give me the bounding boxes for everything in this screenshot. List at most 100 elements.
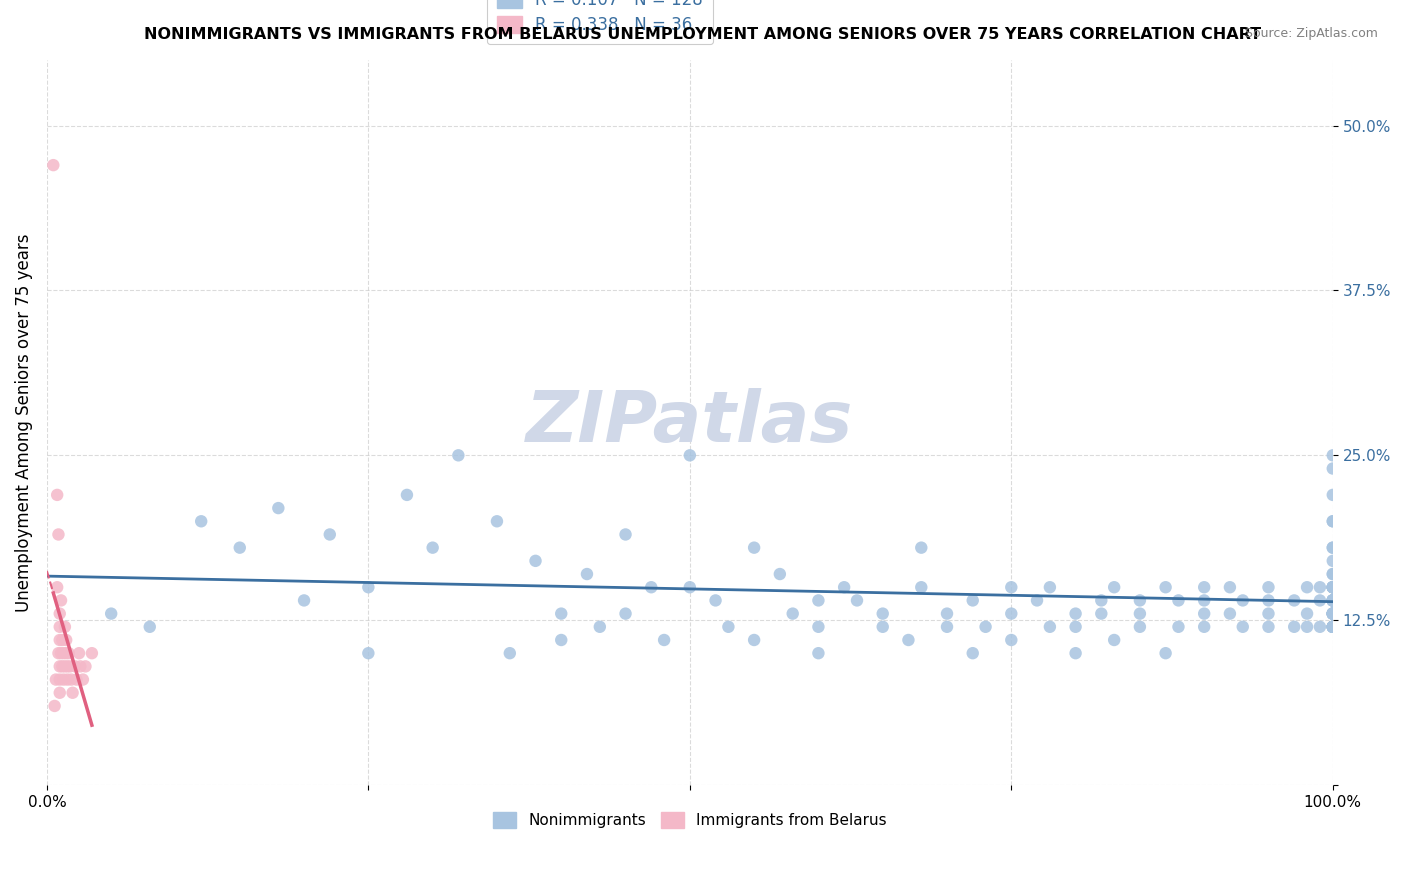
Text: ZIPatlas: ZIPatlas <box>526 388 853 457</box>
Point <box>1322 607 1344 621</box>
Point <box>1192 580 1215 594</box>
Point <box>1322 620 1344 634</box>
Point <box>422 541 444 555</box>
Point <box>1322 580 1344 594</box>
Point <box>1296 607 1319 621</box>
Point <box>1129 620 1152 634</box>
Point <box>1322 580 1344 594</box>
Point <box>49 593 72 607</box>
Point <box>652 632 675 647</box>
Point <box>1257 593 1279 607</box>
Point <box>1322 593 1344 607</box>
Point <box>1322 620 1344 634</box>
Y-axis label: Unemployment Among Seniors over 75 years: Unemployment Among Seniors over 75 years <box>15 233 32 612</box>
Point <box>807 593 830 607</box>
Point <box>1322 607 1344 621</box>
Point <box>1102 632 1125 647</box>
Point <box>1064 646 1087 660</box>
Point <box>62 686 84 700</box>
Point <box>1282 593 1305 607</box>
Point <box>1309 620 1331 634</box>
Point <box>1322 607 1344 621</box>
Point <box>67 646 90 660</box>
Point <box>1219 607 1241 621</box>
Point <box>589 620 612 634</box>
Point <box>48 673 70 687</box>
Point <box>846 593 869 607</box>
Point <box>44 698 66 713</box>
Point <box>1322 488 1344 502</box>
Point <box>1322 607 1344 621</box>
Point <box>1322 620 1344 634</box>
Point <box>45 673 67 687</box>
Point <box>1322 620 1344 634</box>
Point <box>51 659 73 673</box>
Point <box>1322 593 1344 607</box>
Point <box>807 620 830 634</box>
Point <box>485 514 508 528</box>
Point <box>1232 593 1254 607</box>
Point <box>679 448 702 462</box>
Point <box>769 567 792 582</box>
Point <box>1322 593 1344 607</box>
Point <box>1192 607 1215 621</box>
Point <box>1257 580 1279 594</box>
Point <box>55 632 77 647</box>
Point <box>48 646 70 660</box>
Point <box>1322 567 1344 582</box>
Point <box>48 686 70 700</box>
Point <box>1232 620 1254 634</box>
Point <box>1322 607 1344 621</box>
Point <box>910 541 932 555</box>
Point <box>640 580 662 594</box>
Point <box>742 541 765 555</box>
Point <box>1322 554 1344 568</box>
Point <box>832 580 855 594</box>
Point <box>1322 593 1344 607</box>
Point <box>962 646 984 660</box>
Point <box>524 554 547 568</box>
Point <box>1064 607 1087 621</box>
Point <box>872 620 894 634</box>
Point <box>1026 593 1049 607</box>
Point <box>1257 607 1279 621</box>
Point <box>550 632 572 647</box>
Point <box>1322 541 1344 555</box>
Legend: Nonimmigrants, Immigrants from Belarus: Nonimmigrants, Immigrants from Belarus <box>485 805 894 836</box>
Point <box>742 632 765 647</box>
Point <box>59 659 82 673</box>
Point <box>1322 607 1344 621</box>
Point <box>1154 580 1177 594</box>
Point <box>1192 593 1215 607</box>
Point <box>614 527 637 541</box>
Point <box>48 632 70 647</box>
Point <box>267 501 290 516</box>
Point <box>1322 593 1344 607</box>
Point <box>292 593 315 607</box>
Point <box>190 514 212 528</box>
Point <box>1322 580 1344 594</box>
Point <box>614 607 637 621</box>
Point <box>974 620 997 634</box>
Point <box>1322 620 1344 634</box>
Point <box>1154 646 1177 660</box>
Point <box>679 580 702 594</box>
Point <box>1129 593 1152 607</box>
Point <box>1322 580 1344 594</box>
Point <box>100 607 122 621</box>
Text: Source: ZipAtlas.com: Source: ZipAtlas.com <box>1244 27 1378 40</box>
Point <box>782 607 804 621</box>
Point <box>1322 514 1344 528</box>
Point <box>872 607 894 621</box>
Point <box>1322 620 1344 634</box>
Point <box>897 632 920 647</box>
Point <box>1322 593 1344 607</box>
Point <box>936 620 959 634</box>
Point <box>1219 580 1241 594</box>
Point <box>550 607 572 621</box>
Point <box>1282 620 1305 634</box>
Point <box>1322 607 1344 621</box>
Point <box>1090 607 1112 621</box>
Point <box>1309 593 1331 607</box>
Point <box>48 527 70 541</box>
